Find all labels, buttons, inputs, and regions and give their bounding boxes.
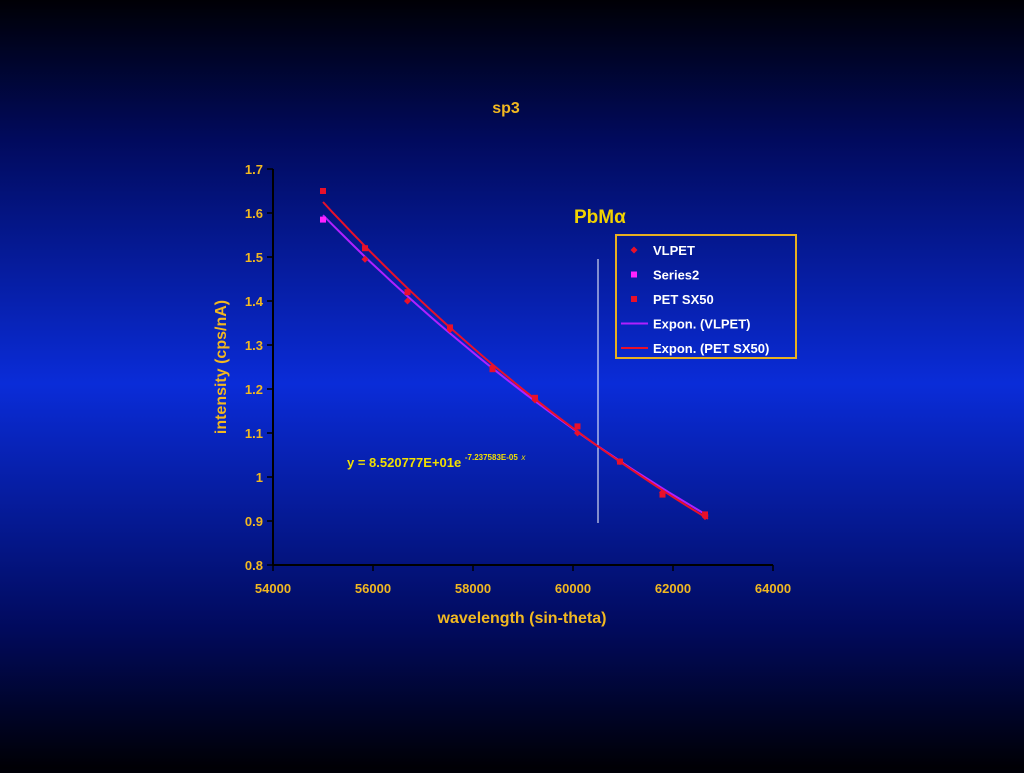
- axes: [272, 169, 773, 566]
- legend-swatch: [631, 296, 637, 302]
- y-tick-label: 1.5: [245, 250, 263, 265]
- data-point: [362, 245, 368, 252]
- chart-title: sp3: [492, 100, 520, 117]
- data-point: [489, 366, 496, 373]
- x-tick-label: 58000: [455, 581, 491, 596]
- data-point: [574, 429, 581, 437]
- y-axis-label: intensity (cps/nA): [213, 300, 230, 434]
- data-point: [702, 511, 708, 518]
- y-tick-label: 1.6: [245, 206, 263, 221]
- legend-entry: VLPET: [653, 243, 695, 258]
- y-tick-label: 0.9: [245, 514, 263, 529]
- data-point: [532, 394, 538, 401]
- legend-swatch: [631, 271, 637, 278]
- y-tick-label: 1.3: [245, 338, 263, 353]
- y-tick-label: 1: [256, 470, 263, 485]
- data-point: [659, 491, 666, 498]
- equation-exponent: -7.237583E-05: [465, 453, 518, 462]
- data-point: [574, 423, 581, 430]
- trendline-expon-pet-sx50: [322, 201, 709, 520]
- legend-entry: Expon. (VLPET): [653, 317, 751, 332]
- legend-entry: Expon. (PET SX50): [653, 341, 769, 356]
- data-point: [447, 324, 453, 331]
- legend: VLPET Series2 PET SX50 Expon. (VLPET) Expon.…: [615, 234, 797, 359]
- x-tick-label: 62000: [655, 581, 691, 596]
- legend-entry: PET SX50: [653, 292, 714, 307]
- x-tick-label: 60000: [555, 581, 591, 596]
- y-tick-label: 0.8: [245, 558, 263, 573]
- x-tick-labels: 54000 56000 58000 60000 62000 64000: [255, 565, 791, 596]
- y-tick-label: 1.1: [245, 426, 263, 441]
- equation-base: y = 8.520777E+01e: [347, 455, 461, 470]
- data-point: [617, 458, 623, 465]
- y-tick-label: 1.7: [245, 162, 263, 177]
- peak-annotation-label: PbMα: [574, 207, 626, 228]
- data-point: [404, 289, 411, 296]
- y-tick-labels: 0.8 0.9 1 1.1 1.2 1.3 1.4 1.5 1.6 1.7: [245, 162, 273, 573]
- x-tick-label: 56000: [355, 581, 391, 596]
- trendline-equation: y = 8.520777E+01e -7.237583E-05 x: [347, 448, 526, 470]
- legend-entry: Series2: [653, 268, 699, 283]
- legend-swatch: [630, 246, 638, 254]
- data-point: [361, 255, 369, 263]
- x-tick-label: 54000: [255, 581, 291, 596]
- data-point: [404, 297, 411, 305]
- legend-box: [615, 234, 797, 359]
- x-axis-label: wavelength (sin-theta): [437, 610, 607, 627]
- y-tick-label: 1.4: [245, 294, 264, 309]
- trendline-expon-vlpet: [322, 214, 709, 517]
- equation-suffix: x: [520, 453, 526, 462]
- data-point: [320, 188, 326, 194]
- y-tick-label: 1.2: [245, 382, 263, 397]
- data-points: [320, 188, 709, 521]
- trendlines: [322, 201, 709, 520]
- x-tick-label: 64000: [755, 581, 791, 596]
- data-point: [320, 216, 326, 223]
